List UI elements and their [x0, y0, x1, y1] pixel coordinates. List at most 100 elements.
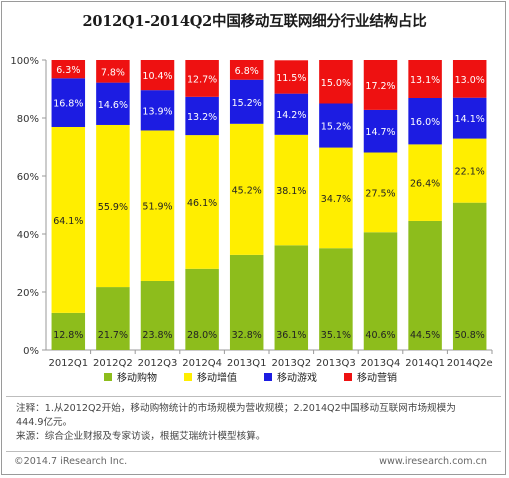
bar-segment — [363, 232, 398, 350]
data-label: 15.2% — [321, 122, 351, 133]
data-label: 44.5% — [410, 330, 440, 341]
data-label: 14.2% — [276, 110, 306, 121]
bar-segment — [319, 147, 353, 249]
bar-segment — [96, 287, 130, 350]
data-label: 13.9% — [142, 106, 172, 117]
bar-segment — [229, 254, 264, 350]
x-tick-label: 2014Q2e — [447, 358, 493, 369]
bar-segment — [140, 60, 175, 91]
bar-segment — [51, 126, 86, 313]
chart-title: 2012Q1-2014Q2中国移动互联网细分行业结构占比 — [82, 13, 427, 30]
legend-swatch — [104, 373, 112, 381]
data-label: 45.2% — [232, 185, 262, 196]
data-label: 6.3% — [56, 65, 80, 76]
bar-segment — [274, 134, 309, 246]
note-line-1: 注释：1.从2012Q2开始，移动购物统计的市场规模为营收规模；2.2014Q2… — [16, 403, 456, 414]
data-label: 32.8% — [232, 330, 262, 341]
y-tick-label: 0% — [23, 346, 39, 357]
bar-segment — [140, 130, 175, 281]
bar-segment — [408, 220, 442, 350]
data-label: 40.6% — [365, 330, 395, 341]
bar-segment — [140, 280, 175, 350]
bar-segment — [363, 152, 398, 233]
data-label: 13.1% — [410, 75, 440, 86]
bar-segment — [363, 60, 398, 110]
x-tick-label: 2013Q2 — [271, 358, 311, 369]
data-label: 13.0% — [455, 75, 485, 86]
data-label: 16.8% — [53, 99, 83, 110]
data-label: 12.7% — [187, 74, 217, 85]
data-label: 6.8% — [235, 66, 259, 77]
bar-segment — [185, 135, 219, 269]
x-tick-label: 2012Q3 — [138, 358, 178, 369]
x-tick-label: 2013Q3 — [316, 358, 356, 369]
bar-segment — [96, 60, 130, 83]
data-label: 21.7% — [98, 330, 128, 341]
data-label: 14.6% — [98, 100, 128, 111]
legend-swatch — [264, 373, 272, 381]
bar-segment — [363, 109, 398, 153]
bar-segment — [185, 96, 219, 136]
data-label: 17.2% — [365, 81, 395, 92]
data-label: 16.0% — [410, 117, 440, 128]
legend-label: 移动营销 — [357, 371, 397, 384]
notes-divider — [6, 396, 501, 397]
bar-segment — [51, 312, 86, 350]
data-label: 23.8% — [142, 330, 172, 341]
data-label: 55.9% — [98, 202, 128, 213]
bar-segment — [51, 78, 86, 127]
x-tick-label: 2013Q4 — [361, 358, 401, 369]
data-label: 11.5% — [276, 73, 306, 84]
bar-segment — [229, 60, 264, 80]
footer-divider — [6, 451, 501, 452]
data-label: 28.0% — [187, 330, 217, 341]
data-label: 14.7% — [365, 127, 395, 138]
legend-label: 移动购物 — [117, 371, 157, 384]
bar-segment — [452, 60, 487, 98]
data-label: 15.0% — [321, 78, 351, 89]
data-label: 26.4% — [410, 179, 440, 190]
data-label: 35.1% — [321, 330, 351, 341]
y-tick-label: 20% — [17, 288, 39, 299]
y-tick-label: 100% — [10, 56, 39, 67]
x-tick-label: 2012Q4 — [182, 358, 222, 369]
bar-segment — [274, 60, 309, 94]
source-line: 来源：综合企业财报及专家访谈，根据艾瑞统计模型核算。 — [16, 431, 266, 442]
bar-segment — [319, 103, 353, 148]
bar-segment — [452, 97, 487, 139]
data-label: 22.1% — [455, 167, 485, 178]
data-label: 36.1% — [276, 330, 306, 341]
data-label: 7.8% — [101, 67, 125, 78]
bar-segment — [452, 202, 487, 350]
bar-segment — [51, 60, 86, 79]
legend-swatch — [344, 373, 352, 381]
data-label: 27.5% — [365, 188, 395, 199]
y-tick-label: 40% — [17, 230, 39, 241]
data-label: 51.9% — [142, 202, 172, 213]
x-tick-label: 2013Q1 — [227, 358, 267, 369]
data-label: 64.1% — [53, 216, 83, 227]
bar-segment — [140, 90, 175, 131]
copyright-text: ©2014.7 iResearch Inc. — [14, 456, 128, 467]
legend-swatch — [184, 373, 192, 381]
data-label: 50.8% — [455, 330, 485, 341]
x-tick-label: 2014Q1 — [405, 358, 445, 369]
bar-segment — [408, 144, 442, 221]
bar-segment — [229, 79, 264, 124]
website-url: www.iresearch.com.cn — [379, 456, 487, 467]
data-label: 34.7% — [321, 194, 351, 205]
y-tick-label: 80% — [17, 114, 39, 125]
bar-segment — [319, 248, 353, 350]
x-tick-label: 2012Q1 — [48, 358, 88, 369]
legend-label: 移动游戏 — [277, 371, 317, 384]
bar-segment — [274, 93, 309, 135]
bar-segment — [452, 138, 487, 203]
data-label: 13.2% — [187, 112, 217, 123]
bar-segment — [96, 124, 130, 288]
data-label: 10.4% — [142, 71, 172, 82]
y-tick-label: 60% — [17, 172, 39, 183]
data-label: 12.8% — [53, 330, 83, 341]
bar-segment — [229, 123, 264, 255]
bar-segment — [185, 268, 219, 350]
